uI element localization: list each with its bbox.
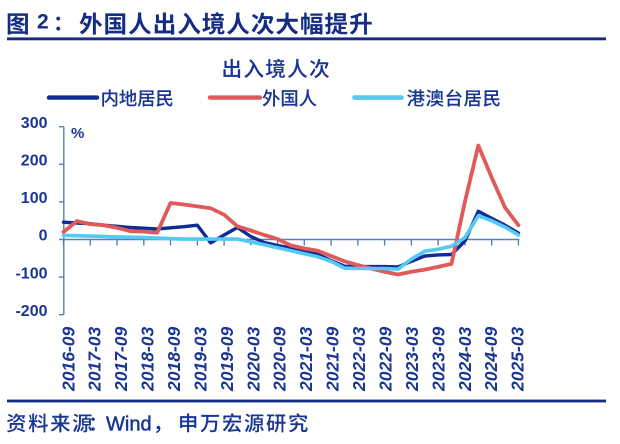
svg-text:2019-09: 2019-09 bbox=[217, 327, 237, 392]
svg-text:2024-03: 2024-03 bbox=[455, 327, 475, 392]
svg-text:2021-03: 2021-03 bbox=[296, 327, 316, 392]
svg-text:2020-09: 2020-09 bbox=[270, 327, 290, 392]
svg-text:2018-03: 2018-03 bbox=[138, 327, 158, 392]
svg-text:2020-03: 2020-03 bbox=[243, 327, 263, 392]
svg-text:2016-09: 2016-09 bbox=[58, 327, 78, 392]
svg-text:2022-03: 2022-03 bbox=[349, 327, 369, 392]
svg-text:2021-09: 2021-09 bbox=[323, 327, 343, 392]
svg-text:2: 2 bbox=[37, 11, 49, 34]
svg-text:2024-09: 2024-09 bbox=[481, 327, 501, 392]
svg-text:2022-09: 2022-09 bbox=[376, 327, 396, 392]
svg-text:300: 300 bbox=[21, 115, 48, 132]
svg-text:2017-03: 2017-03 bbox=[85, 327, 105, 392]
svg-text:2017-09: 2017-09 bbox=[111, 327, 131, 392]
svg-text:100: 100 bbox=[21, 190, 48, 207]
svg-text:-100: -100 bbox=[15, 265, 47, 282]
svg-text:Wind: Wind bbox=[106, 414, 152, 436]
svg-text:0: 0 bbox=[39, 228, 48, 245]
svg-text:200: 200 bbox=[21, 153, 48, 170]
svg-text:%: % bbox=[71, 125, 84, 142]
svg-text:2025-03: 2025-03 bbox=[508, 327, 528, 392]
svg-text:2023-03: 2023-03 bbox=[402, 327, 422, 392]
svg-text:2023-09: 2023-09 bbox=[428, 327, 448, 392]
svg-text:-200: -200 bbox=[15, 303, 47, 320]
svg-text:2018-09: 2018-09 bbox=[164, 327, 184, 392]
svg-text:2019-03: 2019-03 bbox=[191, 327, 211, 392]
